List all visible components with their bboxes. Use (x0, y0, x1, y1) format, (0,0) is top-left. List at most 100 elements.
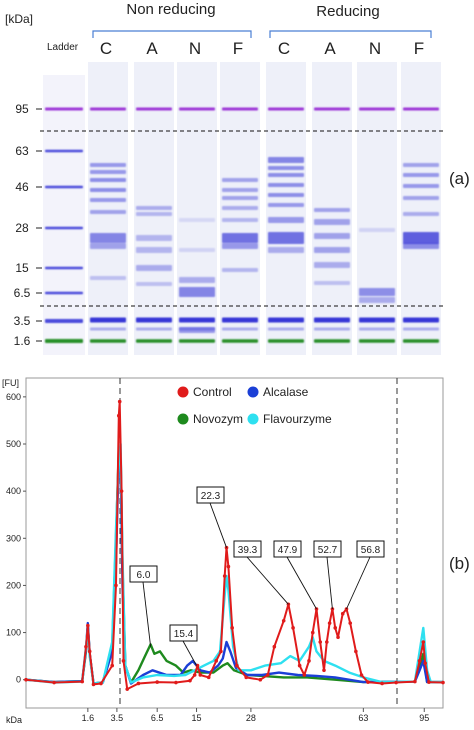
lower-marker-band (359, 339, 395, 343)
data-point (24, 677, 28, 682)
annotation-box (129, 565, 158, 583)
lane-label: C (100, 39, 112, 58)
y-tick-label: 300 (6, 533, 21, 543)
marker-label: 63 (15, 144, 29, 158)
upper-marker-band (403, 107, 439, 111)
protein-band (268, 166, 304, 170)
data-point (84, 644, 88, 649)
legend-label: Alcalase (263, 385, 309, 399)
legend-swatch (177, 386, 189, 398)
data-point (91, 682, 96, 687)
protein-band (90, 243, 126, 249)
legend-swatch (177, 413, 189, 425)
lower-marker-band (268, 339, 304, 343)
data-point (327, 621, 332, 625)
data-point (348, 621, 353, 625)
protein-band (403, 196, 439, 200)
data-point (310, 630, 315, 635)
fu-unit-label: [FU] (2, 378, 19, 388)
annotation-label: 52.7 (318, 545, 338, 556)
protein-band (314, 208, 350, 212)
annotation-pointer (182, 640, 197, 666)
lower-marker-band (179, 317, 215, 323)
annotation-pointer (326, 556, 333, 610)
small-fragment-band (222, 327, 258, 331)
protein-band (403, 163, 439, 167)
data-point (52, 680, 56, 685)
data-point (119, 489, 124, 493)
annotation-label: 39.3 (238, 545, 258, 556)
annotation-label: 56.8 (361, 545, 381, 556)
protein-band (222, 268, 258, 272)
data-point (441, 680, 445, 685)
lower-marker-band (90, 339, 126, 343)
data-point (281, 618, 286, 623)
electropherogram-panel: [FU] 0 100 200 300 400 500 600 1.6 3.5 6.5 15 28 63… (2, 377, 470, 725)
protein-band (136, 235, 172, 241)
gel-panel: [kDa] Ladder Non reducing Reducing C A N F C… (5, 1, 470, 355)
marker-label: 95 (15, 102, 29, 116)
marker-label: 46 (15, 180, 29, 194)
lower-marker-band (222, 317, 258, 323)
lower-marker-band (268, 317, 304, 323)
lane-label: F (233, 39, 243, 58)
protein-band (179, 248, 215, 252)
data-point (195, 663, 200, 668)
y-tick-label: 0 (16, 675, 21, 685)
lane-label: C (278, 39, 290, 58)
lower-marker-band (222, 339, 258, 343)
protein-band (222, 178, 258, 182)
data-point (318, 640, 323, 644)
ladder-band (45, 291, 83, 295)
kda-unit-label: [kDa] (5, 12, 33, 26)
ladder-band (45, 185, 83, 189)
protein-band (403, 232, 439, 244)
data-point (125, 687, 130, 691)
data-point (114, 583, 118, 588)
data-point (155, 680, 159, 684)
data-point (380, 681, 384, 686)
lower-marker-band (314, 317, 350, 323)
data-point (117, 399, 122, 404)
data-point (333, 626, 338, 630)
protein-band (136, 282, 172, 286)
ladder-band (45, 107, 83, 111)
legend-swatch (247, 413, 259, 425)
gel-lane-8 (401, 62, 441, 355)
lane-label: N (189, 39, 201, 58)
ladder-band (45, 266, 83, 270)
data-point (219, 649, 223, 654)
data-point (136, 681, 141, 686)
protein-band (222, 243, 258, 249)
data-point (302, 673, 307, 677)
data-point (297, 663, 302, 668)
annotation-box (273, 540, 302, 558)
data-point (427, 680, 431, 684)
upper-marker-band (268, 107, 304, 111)
y-tick-label: 400 (6, 486, 21, 496)
protein-band (179, 287, 215, 297)
marker-label: 1.6 (14, 334, 31, 348)
protein-band (268, 203, 304, 207)
upper-marker-band (314, 107, 350, 111)
data-point (291, 626, 295, 630)
annotation-pointer (209, 502, 227, 548)
data-point (359, 673, 364, 677)
x-tick-label: 63 (358, 713, 368, 723)
data-point (198, 673, 203, 677)
lower-marker-band (136, 317, 172, 323)
protein-band (179, 218, 215, 222)
annotation-pointer (286, 556, 317, 610)
lower-marker-band (359, 317, 395, 323)
protein-band (314, 219, 350, 225)
data-point (110, 663, 115, 668)
protein-band (222, 196, 258, 200)
protein-band (90, 163, 126, 167)
protein-band (90, 210, 126, 214)
ladder-band (45, 339, 83, 343)
gel-lane-7 (357, 62, 397, 355)
data-point (244, 675, 249, 680)
protein-band (403, 212, 439, 216)
data-point (192, 673, 197, 677)
x-axis-label: kDa (6, 715, 22, 725)
